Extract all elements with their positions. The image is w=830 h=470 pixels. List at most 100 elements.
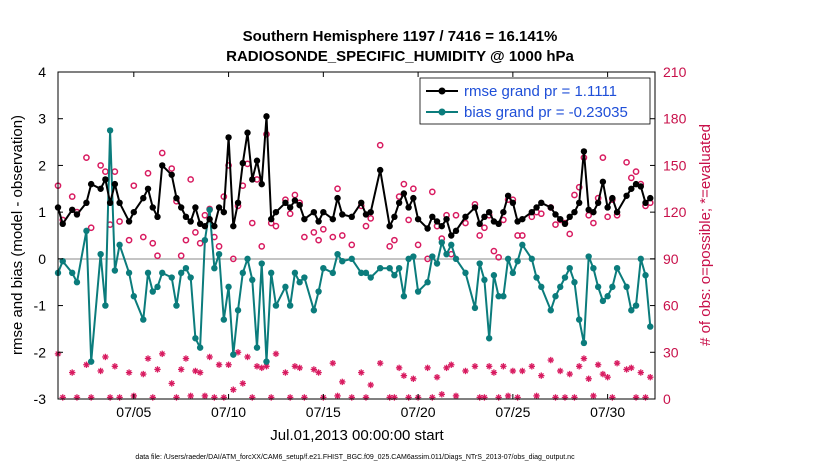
rmse-point bbox=[315, 218, 322, 225]
obs-possible-point bbox=[130, 182, 138, 190]
rmse-point bbox=[647, 194, 654, 202]
bias-point bbox=[106, 127, 114, 134]
rmse-point bbox=[410, 194, 417, 202]
bias-point bbox=[566, 265, 573, 272]
bias-point bbox=[637, 255, 644, 263]
rmse-point bbox=[116, 199, 123, 206]
bias-point bbox=[201, 236, 209, 244]
rmse-point bbox=[291, 197, 299, 204]
bias-point bbox=[476, 260, 483, 267]
bias-point bbox=[410, 253, 417, 260]
rmse-point bbox=[490, 218, 498, 225]
obs-possible-point bbox=[338, 232, 346, 239]
bias-point bbox=[471, 304, 479, 312]
rmse-point bbox=[73, 211, 81, 218]
obs-possible-point bbox=[168, 165, 176, 172]
obs-possible-point bbox=[367, 215, 375, 222]
obs-evaluated-point bbox=[329, 359, 337, 367]
obs-evaluated-point bbox=[362, 394, 370, 401]
rmse-point bbox=[182, 213, 190, 221]
rmse-point bbox=[533, 204, 540, 211]
rmse-point bbox=[471, 204, 479, 211]
bias-point bbox=[462, 269, 469, 277]
rmse-point bbox=[623, 192, 630, 199]
bias-point bbox=[258, 260, 265, 267]
rmse-point bbox=[230, 222, 237, 230]
chart-title: Southern Hemisphere 1197 / 7416 = 16.141… bbox=[243, 28, 558, 45]
y-tick-label: 1 bbox=[38, 204, 46, 220]
obs-possible-point bbox=[187, 176, 195, 183]
obs-evaluated-point bbox=[230, 386, 237, 393]
obs-evaluated-point bbox=[429, 394, 436, 401]
rmse-point bbox=[177, 204, 185, 211]
bias-point bbox=[286, 302, 294, 309]
y-right-axis-label: # of obs: o=possible; *=evaluated bbox=[697, 124, 714, 346]
rmse-point bbox=[206, 215, 213, 223]
rmse-point bbox=[102, 176, 109, 183]
obs-evaluated-point bbox=[552, 394, 559, 401]
rmse-point bbox=[395, 199, 403, 206]
obs-evaluated-point bbox=[599, 370, 607, 378]
y-right-tick-label: 60 bbox=[663, 298, 679, 314]
series-layer bbox=[54, 113, 654, 401]
rmse-point bbox=[258, 180, 265, 188]
obs-evaluated-point bbox=[438, 391, 445, 398]
legend-rmse-marker bbox=[438, 87, 446, 95]
bias-point bbox=[268, 269, 275, 277]
bias-point bbox=[443, 250, 450, 258]
obs-evaluated-point bbox=[471, 363, 479, 370]
obs-evaluated-point bbox=[566, 370, 573, 378]
bias-point bbox=[159, 269, 166, 277]
obs-possible-point bbox=[139, 233, 147, 241]
bias-point bbox=[111, 267, 119, 274]
obs-possible-point bbox=[248, 219, 256, 227]
obs-possible-point bbox=[599, 154, 607, 161]
rmse-point bbox=[414, 215, 422, 223]
rmse-point bbox=[125, 218, 133, 225]
rmse-point bbox=[452, 227, 460, 235]
bias-point bbox=[296, 279, 303, 286]
bias-point bbox=[140, 316, 147, 323]
bias-point bbox=[400, 293, 408, 300]
obs-evaluated-point bbox=[642, 394, 649, 401]
obs-possible-point bbox=[490, 247, 498, 255]
rmse-point bbox=[268, 215, 275, 223]
y-tick-label: 3 bbox=[38, 111, 46, 127]
bias-point bbox=[187, 274, 194, 281]
bias-point bbox=[528, 255, 536, 263]
rmse-point bbox=[329, 215, 337, 223]
bias-point bbox=[590, 265, 597, 272]
x-tick-label: 07/25 bbox=[495, 404, 530, 420]
obs-possible-point bbox=[428, 188, 436, 196]
rmse-point bbox=[334, 194, 341, 202]
obs-possible-point bbox=[192, 229, 199, 236]
bias-point bbox=[604, 293, 611, 300]
bias-point bbox=[448, 241, 455, 249]
bias-point bbox=[215, 250, 223, 258]
rmse-point bbox=[296, 201, 303, 209]
bias-point bbox=[130, 293, 138, 300]
bias-point bbox=[177, 269, 185, 277]
obs-possible-point bbox=[229, 255, 237, 263]
obs-evaluated-point bbox=[296, 364, 303, 372]
obs-possible-point bbox=[410, 185, 417, 193]
bias-point bbox=[329, 269, 337, 277]
rmse-point bbox=[604, 204, 611, 211]
bias-point bbox=[490, 272, 498, 279]
obs-evaluated-point bbox=[391, 394, 398, 401]
obs-evaluated-point bbox=[410, 375, 417, 382]
x-tick-label: 07/30 bbox=[590, 404, 625, 420]
rmse-point bbox=[339, 211, 346, 218]
bias-point bbox=[97, 250, 104, 258]
obs-possible-point bbox=[258, 243, 266, 250]
obs-evaluated-point bbox=[580, 355, 588, 362]
bias-point bbox=[83, 227, 90, 235]
obs-possible-point bbox=[376, 141, 384, 149]
obs-possible-point bbox=[125, 236, 133, 244]
obs-evaluated-point bbox=[613, 359, 621, 367]
bias-point bbox=[386, 265, 393, 272]
footnote: data file: /Users/raeder/DAI/ATM_forcXX/… bbox=[135, 454, 575, 461]
rmse-point bbox=[168, 171, 175, 178]
rmse-point bbox=[244, 129, 251, 136]
